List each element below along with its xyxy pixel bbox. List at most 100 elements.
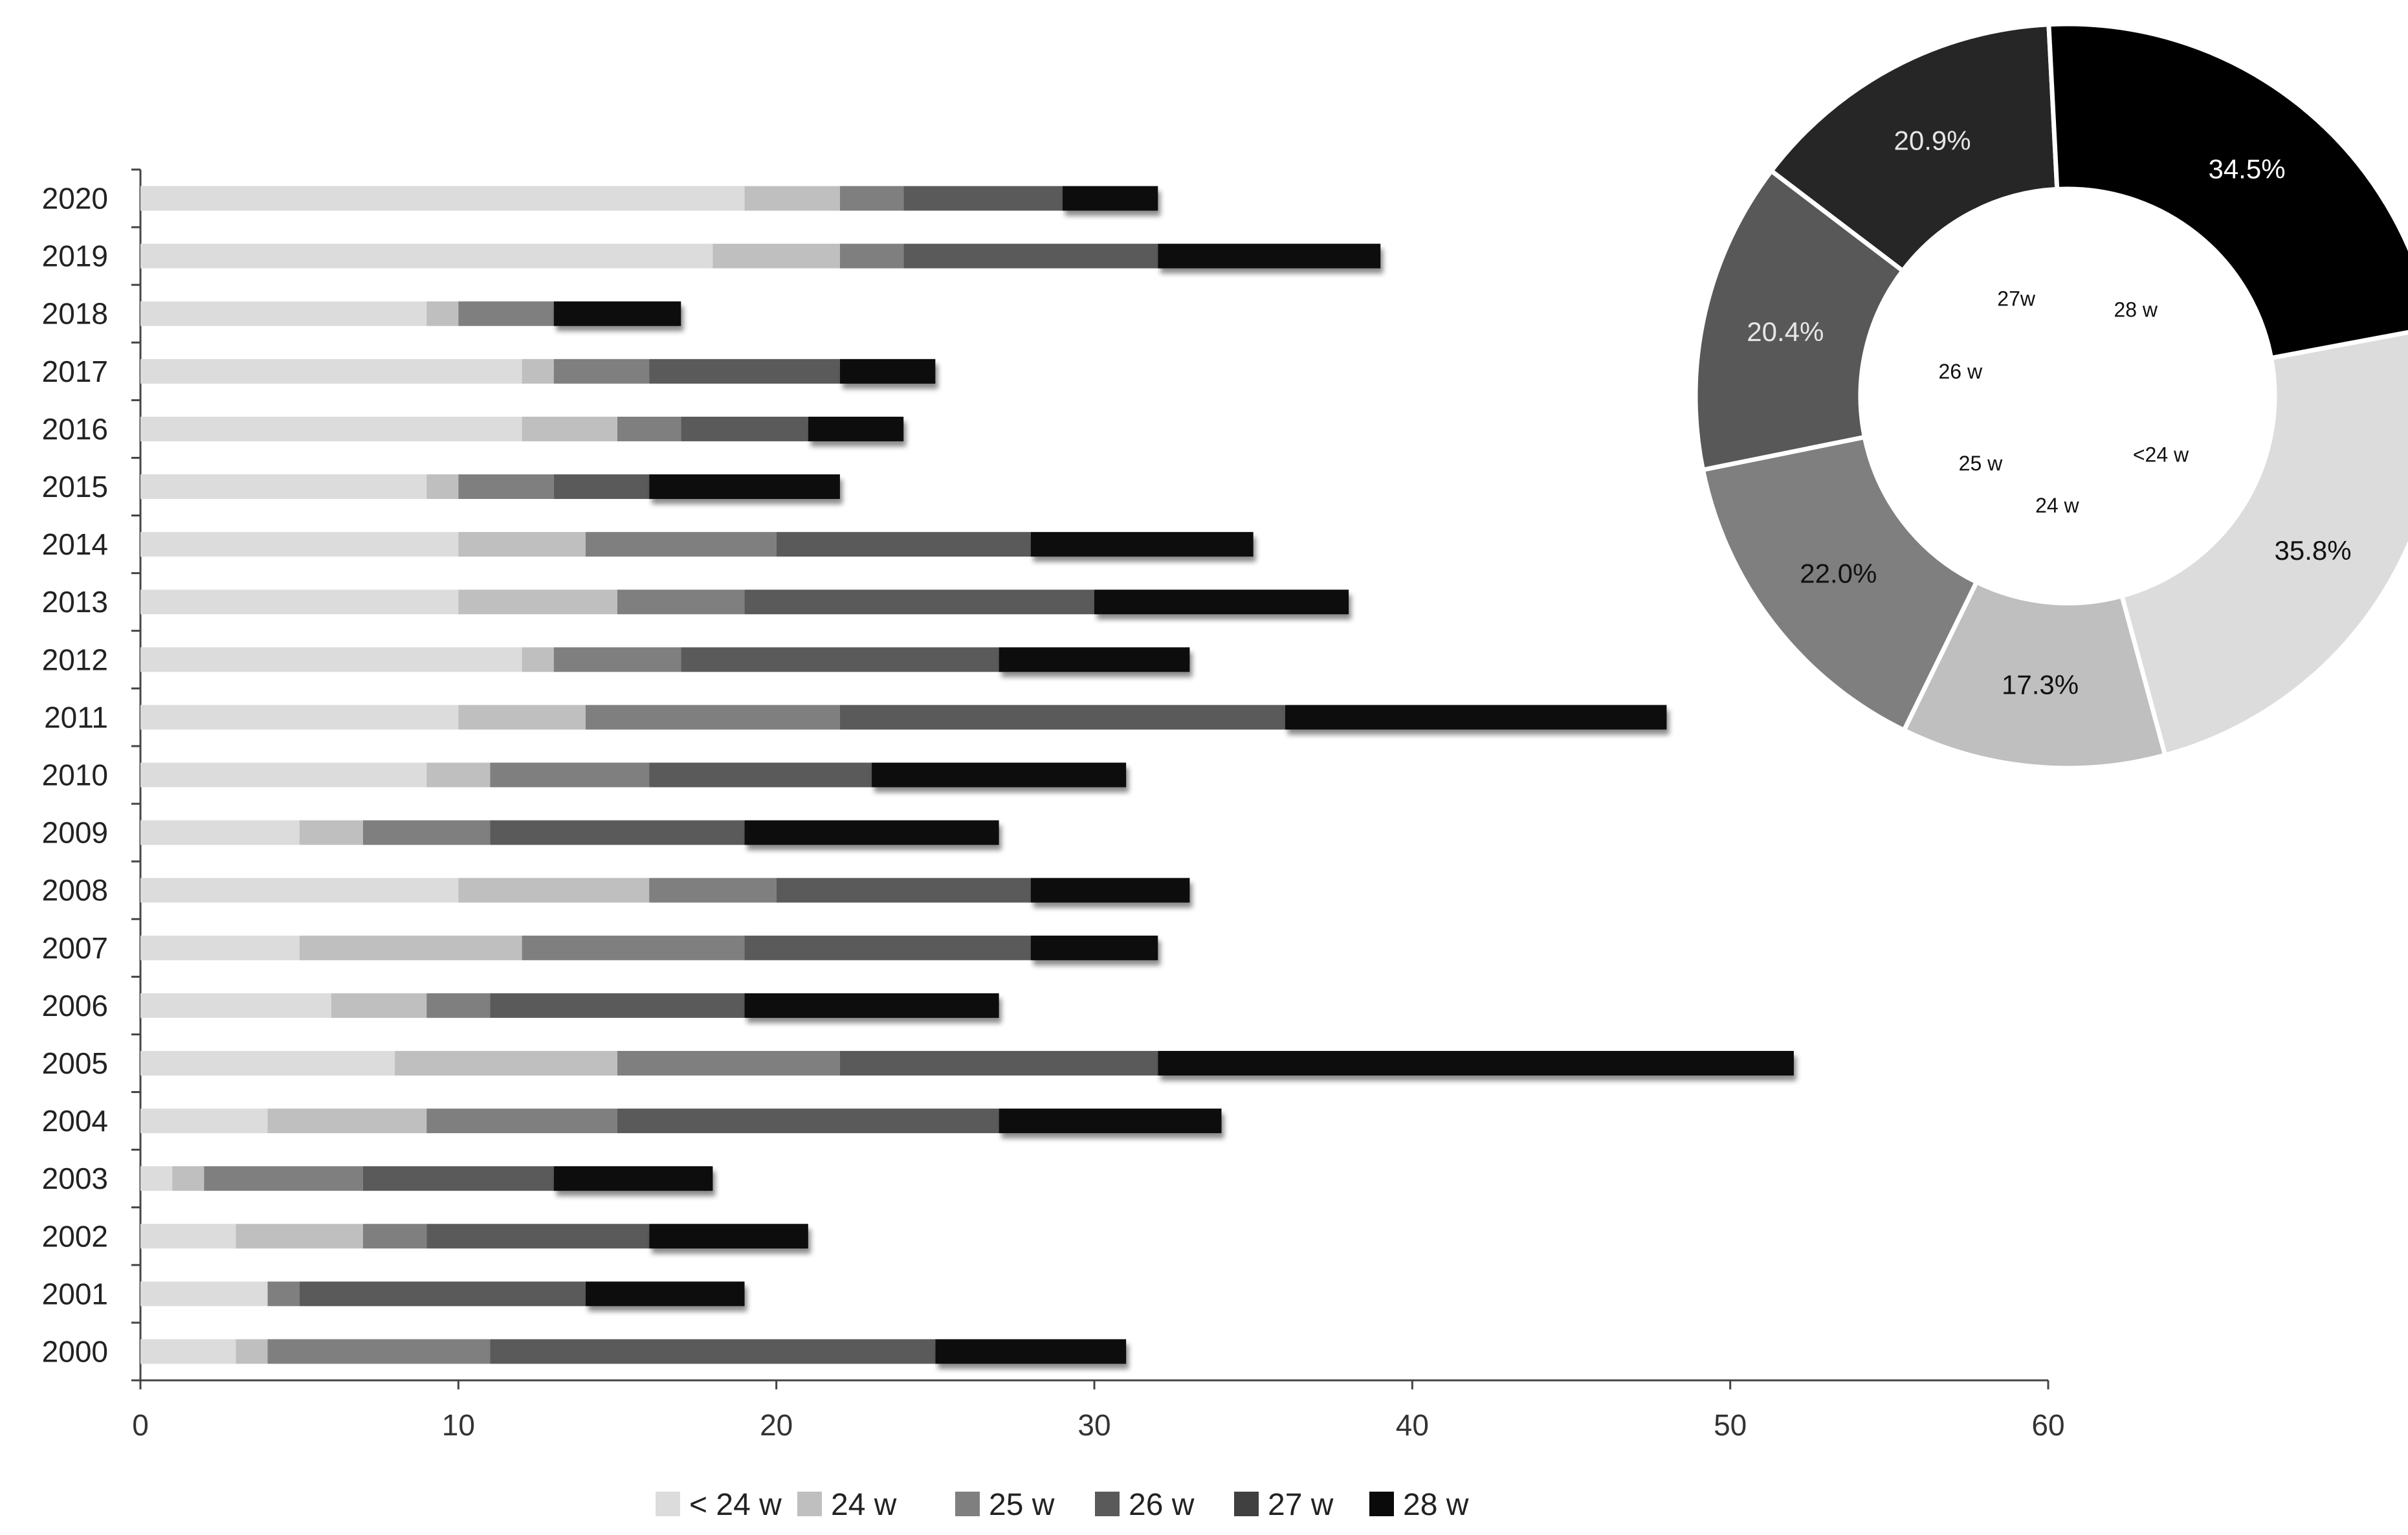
legend-label: 24 w — [831, 1488, 897, 1522]
bar-segment — [585, 532, 777, 557]
bar-segment — [426, 762, 491, 788]
legend-label: < 24 w — [689, 1488, 782, 1522]
donut-chart: 35.8% <24 w 17.3% 24 w 22.0% 25 w 20.4% 26 w 20.… — [1693, 21, 2408, 771]
legend-label: 27 w — [1268, 1488, 1334, 1522]
bar-segment — [649, 762, 872, 788]
donut-slice-percent: 17.3% — [2002, 669, 2079, 700]
bar-segment — [903, 186, 1063, 211]
bar-segment — [140, 1050, 395, 1076]
bar-segment — [585, 705, 840, 730]
bar-segment — [426, 1109, 617, 1134]
bar-segment — [776, 878, 1031, 903]
bar-segment — [490, 1339, 936, 1364]
legend-swatch — [656, 1492, 680, 1516]
donut-slice-label: 26 w — [1938, 360, 1982, 383]
y-tick-label: 2004 — [42, 1104, 108, 1138]
bar-segment — [362, 820, 491, 845]
y-tick-label: 2020 — [42, 182, 108, 215]
bar-segment — [140, 993, 331, 1018]
donut-slice-percent: 22.0% — [1800, 558, 1877, 589]
y-tick-label: 2006 — [42, 989, 108, 1022]
bar-segment — [681, 416, 808, 441]
legend-swatch — [955, 1492, 980, 1516]
y-tick-label: 2016 — [42, 412, 108, 446]
bar-segment — [458, 878, 650, 903]
bar-segment — [1094, 590, 1349, 615]
bar-segment — [172, 1166, 204, 1191]
bar-segment — [839, 359, 936, 384]
bar-segment — [522, 647, 554, 672]
donut-slice — [1901, 579, 2168, 771]
bar-segment — [553, 301, 681, 326]
y-tick-label: 2015 — [42, 470, 108, 503]
x-tick-label: 50 — [1714, 1408, 1747, 1442]
bar-segment — [267, 1109, 427, 1134]
bar-segment — [395, 1050, 617, 1076]
bar-segment — [522, 359, 554, 384]
legend-swatch — [797, 1492, 822, 1516]
donut-slice-label: 24 w — [2035, 494, 2079, 517]
bar-segment — [1030, 935, 1158, 960]
bar-segment — [490, 820, 745, 845]
donut-slice-label: 28 w — [2114, 298, 2158, 321]
bar-segment — [839, 243, 904, 269]
bar-segment — [839, 1050, 1158, 1076]
x-tick-label: 40 — [1396, 1408, 1429, 1442]
bar-segment — [362, 1224, 427, 1249]
bar-segment — [426, 474, 459, 500]
bar-segment — [140, 1281, 268, 1307]
bar-segment — [744, 935, 1031, 960]
legend-swatch — [1095, 1492, 1120, 1516]
legend-swatch — [1369, 1492, 1394, 1516]
bar-segment — [140, 1109, 268, 1134]
bar-segment — [267, 1281, 300, 1307]
bar-segment — [999, 1109, 1222, 1134]
bar-segment — [140, 301, 427, 326]
x-tick-label: 0 — [132, 1408, 149, 1442]
bar-segment — [712, 243, 840, 269]
bar-segment — [649, 474, 840, 500]
donut-slice-percent: 20.4% — [1747, 316, 1824, 347]
bar-segment — [617, 590, 745, 615]
y-tick-label: 2000 — [42, 1334, 108, 1368]
bar-segment — [299, 1281, 586, 1307]
y-tick-label: 2010 — [42, 758, 108, 792]
bar-segment — [1285, 705, 1667, 730]
bar-segment — [649, 878, 777, 903]
donut-slice — [1693, 168, 1906, 473]
bar-segment — [744, 590, 1094, 615]
x-tick-label: 10 — [442, 1408, 475, 1442]
legend: < 24 w 24 w 25 w 26 w 27 w 28 w — [656, 1488, 1469, 1522]
y-tick-label: 2007 — [42, 931, 108, 965]
y-tick-label: 2011 — [44, 700, 108, 734]
donut-slice-percent: 20.9% — [1894, 125, 1971, 155]
bar-segment — [935, 1339, 1127, 1364]
bar-segment — [553, 1166, 713, 1191]
bar-segment — [236, 1339, 268, 1364]
donut-slice-label: 27w — [1997, 287, 2036, 311]
bar-segment — [903, 243, 1158, 269]
bar-segment — [1158, 1050, 1794, 1076]
bar-segment — [426, 301, 459, 326]
donut-slice — [2046, 21, 2408, 361]
x-tick-label: 30 — [1077, 1408, 1110, 1442]
bar-segment — [522, 416, 617, 441]
bar-segment — [204, 1166, 363, 1191]
bar-segment — [140, 243, 713, 269]
bar-segment — [490, 762, 650, 788]
bar-segment — [140, 1166, 173, 1191]
bar-segment — [140, 705, 459, 730]
bar-segment — [140, 878, 459, 903]
bar-segment — [1062, 186, 1158, 211]
bar-segment — [617, 1050, 840, 1076]
bar-segment — [490, 993, 745, 1018]
bar-segment — [140, 935, 300, 960]
y-tick-label: 2008 — [42, 874, 108, 907]
bar-segment — [458, 590, 617, 615]
bar-segment — [522, 935, 745, 960]
bar-segment — [839, 186, 904, 211]
y-tick-label: 2018 — [42, 297, 108, 331]
bar-segment — [140, 186, 745, 211]
bar-segment — [776, 532, 1031, 557]
legend-swatch — [1234, 1492, 1259, 1516]
